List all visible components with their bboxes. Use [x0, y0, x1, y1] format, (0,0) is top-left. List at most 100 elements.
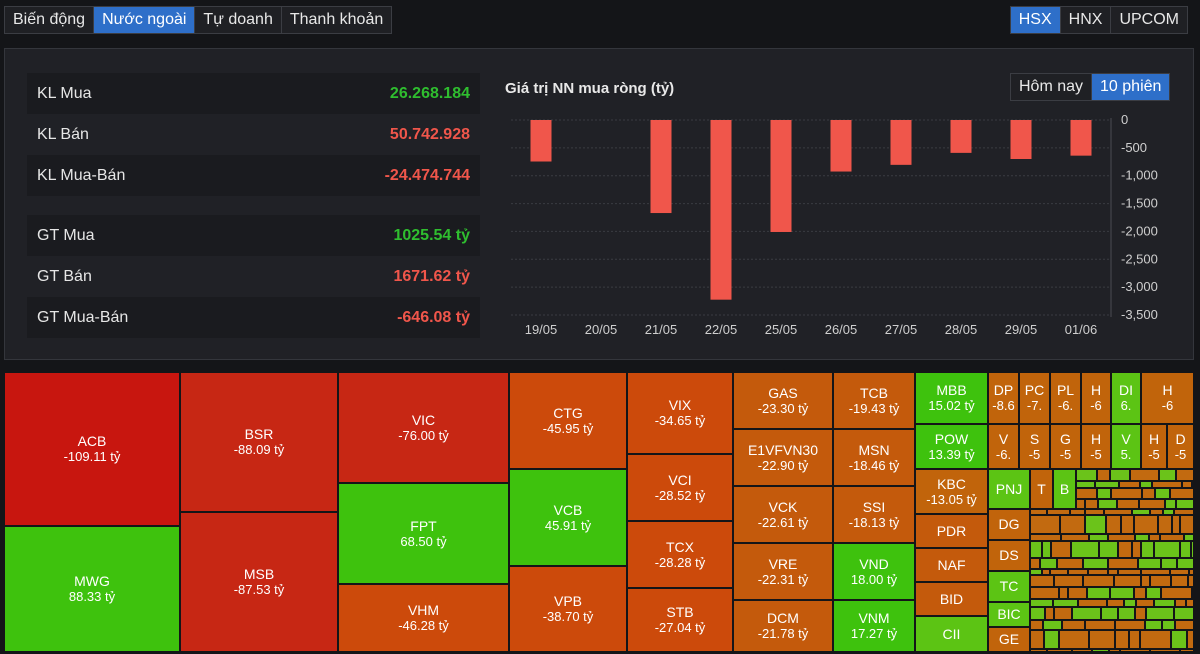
treemap-tile-small[interactable] — [1115, 620, 1145, 630]
treemap-tile-pc[interactable]: PC -7. — [1019, 372, 1050, 424]
treemap-tile-small[interactable] — [1068, 587, 1087, 599]
treemap-tile-small[interactable] — [1146, 587, 1161, 599]
treemap-tile-small[interactable] — [1176, 499, 1194, 509]
treemap-tile-small[interactable] — [1155, 488, 1170, 499]
treemap-tile-small[interactable] — [1072, 649, 1092, 652]
treemap-tile-small[interactable] — [1150, 509, 1163, 515]
treemap-tile-small[interactable] — [1030, 569, 1042, 575]
treemap-tile-small[interactable] — [1076, 499, 1085, 509]
treemap-tile-small[interactable] — [1140, 481, 1152, 488]
treemap-tile-stb[interactable]: STB -27.04 tỷ — [627, 588, 733, 652]
treemap-tile-small[interactable] — [1083, 558, 1108, 569]
treemap-tile-small[interactable] — [1118, 541, 1132, 558]
treemap-tile-vpb[interactable]: VPB -38.70 tỷ — [509, 566, 627, 652]
treemap-tile-small[interactable] — [1138, 558, 1161, 569]
tab-hom-nay[interactable]: Hôm nay — [1011, 74, 1093, 100]
treemap-tile-small[interactable] — [1184, 534, 1194, 541]
treemap-tile-small[interactable] — [1042, 541, 1051, 558]
treemap-tile-small[interactable] — [1165, 499, 1176, 509]
treemap-tile-small[interactable] — [1085, 499, 1098, 509]
treemap-tile-small[interactable] — [1060, 515, 1085, 534]
treemap-tile-vck[interactable]: VCK -22.61 tỷ — [733, 486, 833, 543]
treemap-tile-small[interactable] — [1059, 587, 1068, 599]
treemap-tile-small[interactable] — [1030, 599, 1053, 607]
treemap-tile-ctg[interactable]: CTG -45.95 tỷ — [509, 372, 627, 469]
treemap-tile-small[interactable] — [1111, 488, 1142, 499]
treemap-tile-small[interactable] — [1030, 620, 1043, 630]
treemap-tile-vic[interactable]: VIC -76.00 tỷ — [338, 372, 509, 483]
treemap-tile-small[interactable] — [1089, 534, 1108, 541]
treemap-tile-small[interactable] — [1053, 599, 1078, 607]
treemap-tile-bsr[interactable]: BSR -88.09 tỷ — [180, 372, 338, 512]
treemap-tile-small[interactable] — [1030, 607, 1045, 620]
treemap-tile-dp[interactable]: DP -8.6 — [988, 372, 1019, 424]
treemap-tile-msb[interactable]: MSB -87.53 tỷ — [180, 512, 338, 652]
tab-tu-doanh[interactable]: Tự doanh — [195, 7, 282, 33]
treemap-tile-cii[interactable]: CII — [915, 616, 988, 652]
treemap-tile-vhm[interactable]: VHM -46.28 tỷ — [338, 584, 509, 652]
treemap-tile-small[interactable] — [1120, 649, 1150, 652]
treemap-tile-small[interactable] — [1106, 515, 1121, 534]
treemap-tile-small[interactable] — [1189, 569, 1194, 575]
treemap-tile-h[interactable]: H -5 — [1081, 424, 1111, 469]
treemap-tile-small[interactable] — [1152, 481, 1182, 488]
treemap-tile-small[interactable] — [1150, 575, 1171, 587]
treemap-tile-tcb[interactable]: TCB -19.43 tỷ — [833, 372, 915, 429]
treemap-tile-s[interactable]: S -5 — [1019, 424, 1050, 469]
treemap-tile-small[interactable] — [1134, 587, 1146, 599]
treemap-tile-small[interactable] — [1110, 469, 1130, 481]
tab-hsx[interactable]: HSX — [1010, 7, 1061, 33]
treemap-tile-small[interactable] — [1118, 569, 1141, 575]
treemap-tile-small[interactable] — [1141, 575, 1150, 587]
treemap-tile-small[interactable] — [1182, 481, 1192, 488]
treemap-tile-vre[interactable]: VRE -22.31 tỷ — [733, 543, 833, 600]
treemap-tile-small[interactable] — [1098, 499, 1117, 509]
treemap-tile-small[interactable] — [1083, 575, 1114, 587]
treemap-tile-small[interactable] — [1132, 509, 1150, 515]
treemap-tile-small[interactable] — [1191, 541, 1194, 558]
treemap-tile-small[interactable] — [1161, 587, 1192, 599]
treemap-tile-small[interactable] — [1117, 499, 1139, 509]
treemap-tile-small[interactable] — [1076, 488, 1097, 499]
treemap-tile-small[interactable] — [1154, 541, 1180, 558]
treemap-tile-small[interactable] — [1095, 481, 1119, 488]
treemap-tile-bid[interactable]: BID — [915, 582, 988, 616]
treemap-tile-small[interactable] — [1135, 607, 1146, 620]
treemap-tile-small[interactable] — [1118, 607, 1135, 620]
treemap-tile-small[interactable] — [1115, 630, 1129, 649]
treemap-tile-small[interactable] — [1085, 509, 1104, 515]
tab-hnx[interactable]: HNX — [1060, 7, 1112, 33]
treemap-tile-small[interactable] — [1187, 630, 1194, 649]
treemap-tile-fpt[interactable]: FPT 68.50 tỷ — [338, 483, 509, 584]
treemap-tile-small[interactable] — [1149, 534, 1160, 541]
treemap-tile-small[interactable] — [1030, 575, 1054, 587]
treemap-tile-small[interactable] — [1170, 488, 1194, 499]
treemap-tile-small[interactable] — [1051, 541, 1071, 558]
treemap-tile-small[interactable] — [1085, 515, 1106, 534]
treemap-tile-small[interactable] — [1061, 534, 1089, 541]
treemap-tile-small[interactable] — [1150, 649, 1180, 652]
treemap-tile-small[interactable] — [1030, 534, 1061, 541]
treemap-tile-small[interactable] — [1054, 607, 1072, 620]
treemap-tile-small[interactable] — [1141, 541, 1154, 558]
treemap-tile-small[interactable] — [1170, 569, 1189, 575]
treemap-tile-small[interactable] — [1160, 534, 1184, 541]
treemap-tile-small[interactable] — [1108, 558, 1138, 569]
treemap-tile-small[interactable] — [1087, 587, 1110, 599]
treemap-tile-small[interactable] — [1030, 587, 1059, 599]
treemap-tile-small[interactable] — [1076, 481, 1095, 488]
treemap-tile-small[interactable] — [1192, 481, 1194, 488]
treemap-tile-vnd[interactable]: VND 18.00 tỷ — [833, 543, 915, 600]
treemap-tile-ge[interactable]: GE — [988, 627, 1030, 652]
treemap-tile-small[interactable] — [1030, 515, 1060, 534]
treemap-tile-small[interactable] — [1146, 607, 1174, 620]
treemap-tile-small[interactable] — [1030, 649, 1047, 652]
treemap-tile-mwg[interactable]: MWG 88.33 tỷ — [4, 526, 180, 652]
treemap-tile-small[interactable] — [1175, 599, 1186, 607]
treemap-tile-small[interactable] — [1158, 515, 1172, 534]
treemap-tile-vcb[interactable]: VCB 45.91 tỷ — [509, 469, 627, 566]
treemap-tile-gas[interactable]: GAS -23.30 tỷ — [733, 372, 833, 429]
treemap-tile-small[interactable] — [1180, 649, 1194, 652]
treemap-tile-v[interactable]: V 5. — [1111, 424, 1141, 469]
treemap-tile-small[interactable] — [1119, 481, 1140, 488]
